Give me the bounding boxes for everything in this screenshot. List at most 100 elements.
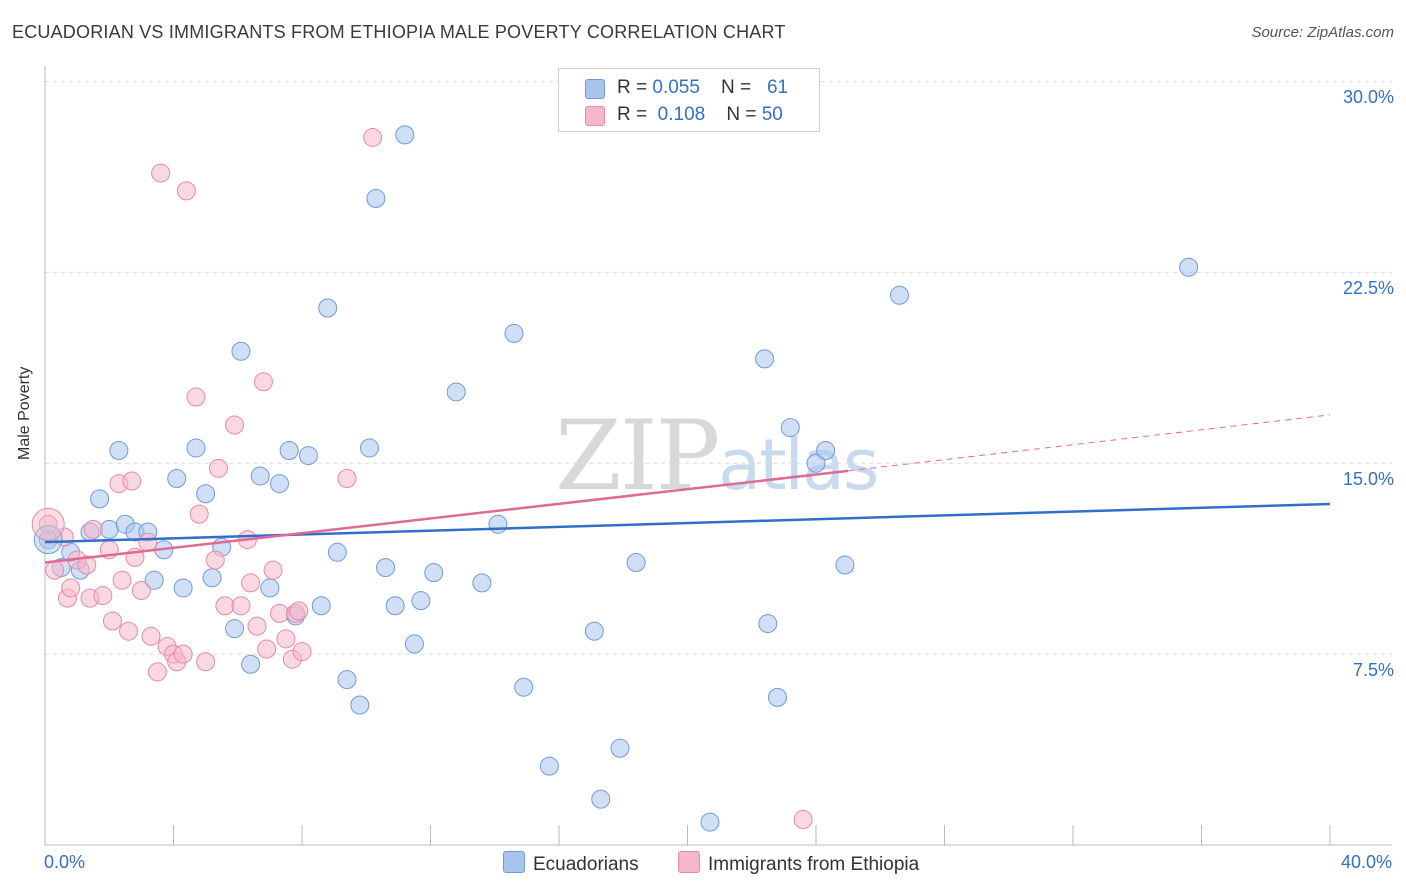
point-ecuadorians-17: [202, 568, 222, 588]
legend-n-value: 61: [766, 77, 789, 98]
y-tick-22-5: 22.5%: [1342, 278, 1394, 298]
point-ecuadorians-24: [270, 474, 290, 494]
legend-r-value: 0.108: [657, 104, 706, 125]
point-ethiopia-1: [45, 560, 65, 580]
point-ecuadorians-48: [591, 789, 611, 809]
point-ethiopia-14: [119, 621, 139, 641]
point-ecuadorians-52: [755, 349, 775, 369]
y-tick-15: 15.0%: [1342, 469, 1394, 489]
point-ethiopia-27: [189, 504, 209, 524]
x-tick-0: 0.0%: [44, 852, 86, 872]
bottom-legend-swatch-ethiopia: [678, 851, 700, 873]
point-ecuadorians-15: [186, 438, 206, 458]
legend-n-value: 50: [761, 104, 783, 125]
y-tick-30: 30.0%: [1342, 87, 1394, 107]
point-ethiopia-36: [247, 616, 267, 636]
point-ecuadorians-54: [767, 687, 787, 707]
source-label: Source: ZipAtlas.com: [1251, 24, 1394, 41]
legend-n-label: N =: [721, 77, 757, 98]
point-ecuadorians-7: [109, 441, 129, 460]
point-ecuadorians-41: [446, 382, 466, 402]
point-ecuadorians-40: [424, 563, 444, 583]
point-ecuadorians-21: [241, 654, 261, 674]
point-ethiopia-33: [231, 596, 251, 616]
point-ecuadorians-32: [350, 695, 370, 715]
point-ethiopia-19: [147, 662, 167, 682]
watermark-zip: ZIP: [555, 400, 720, 512]
point-ethiopia-31: [215, 596, 235, 616]
bottom-legend-ecuadorians: Ecuadorians: [503, 851, 639, 876]
correlation-legend: R = 0.055 N = 61 R = 0.108 N = 50: [558, 68, 820, 132]
point-ecuadorians-45: [514, 677, 534, 697]
point-ethiopia-28: [196, 652, 216, 672]
trend-extension-ethiopia: [848, 414, 1331, 472]
point-ethiopia-25: [176, 181, 196, 201]
point-ethiopia-6: [77, 555, 97, 575]
point-ecuadorians-43: [488, 514, 508, 534]
point-ecuadorians-cluster: [33, 525, 63, 555]
point-ecuadorians-39: [411, 591, 431, 611]
bottom-legend-label: Immigrants from Ethiopia: [708, 854, 920, 875]
point-ecuadorians-5: [90, 489, 110, 509]
point-ecuadorians-57: [816, 441, 836, 460]
point-ethiopia-37: [253, 372, 273, 392]
point-ethiopia-16: [131, 580, 151, 600]
point-ecuadorians-58: [835, 555, 855, 575]
point-ethiopia-11: [102, 611, 122, 631]
point-ecuadorians-47: [584, 621, 604, 641]
point-ethiopia-20: [151, 163, 171, 183]
trend-line-ecuadorians: [44, 502, 1331, 544]
point-ecuadorians-27: [298, 446, 318, 466]
point-ecuadorians-42: [472, 573, 492, 593]
point-ethiopia-39: [263, 560, 283, 580]
point-ethiopia-26: [186, 387, 206, 407]
point-ethiopia-cluster: [31, 507, 65, 541]
point-ecuadorians-49: [610, 738, 630, 758]
point-ecuadorians-50: [626, 552, 646, 572]
point-ecuadorians-55: [780, 418, 800, 438]
legend-stats-ecuadorians: R = 0.055 N = 61: [617, 77, 788, 99]
point-ecuadorians-6: [99, 519, 119, 539]
point-ecuadorians-46: [539, 756, 559, 776]
bottom-legend-label: Ecuadorians: [533, 854, 639, 875]
point-ecuadorians-20: [231, 341, 251, 361]
point-ecuadorians-23: [260, 578, 280, 598]
point-ethiopia-35: [241, 573, 261, 593]
point-ecuadorians-29: [318, 298, 338, 318]
point-ethiopia-38: [257, 639, 277, 659]
point-ecuadorians-37: [395, 125, 415, 145]
point-ecuadorians-31: [337, 670, 357, 690]
watermark-atlas: atlas: [718, 424, 879, 506]
y-tick-7-5: 7.5%: [1352, 660, 1394, 680]
point-ecuadorians-44: [504, 323, 524, 343]
point-ecuadorians-22: [250, 466, 270, 486]
legend-swatch-ecuadorians: [585, 79, 605, 99]
point-ethiopia-41: [276, 629, 296, 649]
point-ecuadorians-36: [385, 596, 405, 616]
point-ecuadorians-19: [225, 619, 245, 639]
legend-r-label: R =: [617, 77, 653, 98]
point-ethiopia-45: [363, 127, 383, 147]
point-ecuadorians-25: [279, 441, 299, 460]
legend-r-label: R =: [617, 104, 653, 125]
point-ecuadorians-60: [1179, 257, 1199, 277]
point-ecuadorians-51: [700, 812, 720, 832]
point-ethiopia-4: [61, 578, 81, 598]
legend-stats-ethiopia: R = 0.108 N = 50: [617, 104, 783, 126]
legend-r-value: 0.055: [652, 77, 700, 98]
point-ethiopia-29: [205, 550, 225, 570]
point-ethiopia-32: [225, 415, 245, 435]
point-ecuadorians-11: [144, 570, 164, 590]
point-ecuadorians-13: [167, 468, 187, 488]
point-ethiopia-13: [112, 570, 132, 590]
point-ethiopia-30: [208, 458, 228, 478]
point-ethiopia-47: [292, 642, 312, 662]
point-ethiopia-40: [270, 603, 290, 623]
point-ethiopia-46: [793, 810, 813, 830]
legend-n-label: N =: [726, 104, 762, 125]
point-ethiopia-9: [93, 586, 113, 606]
point-ecuadorians-34: [366, 189, 386, 209]
legend-swatch-ethiopia: [585, 106, 605, 126]
point-ethiopia-8: [83, 519, 103, 539]
